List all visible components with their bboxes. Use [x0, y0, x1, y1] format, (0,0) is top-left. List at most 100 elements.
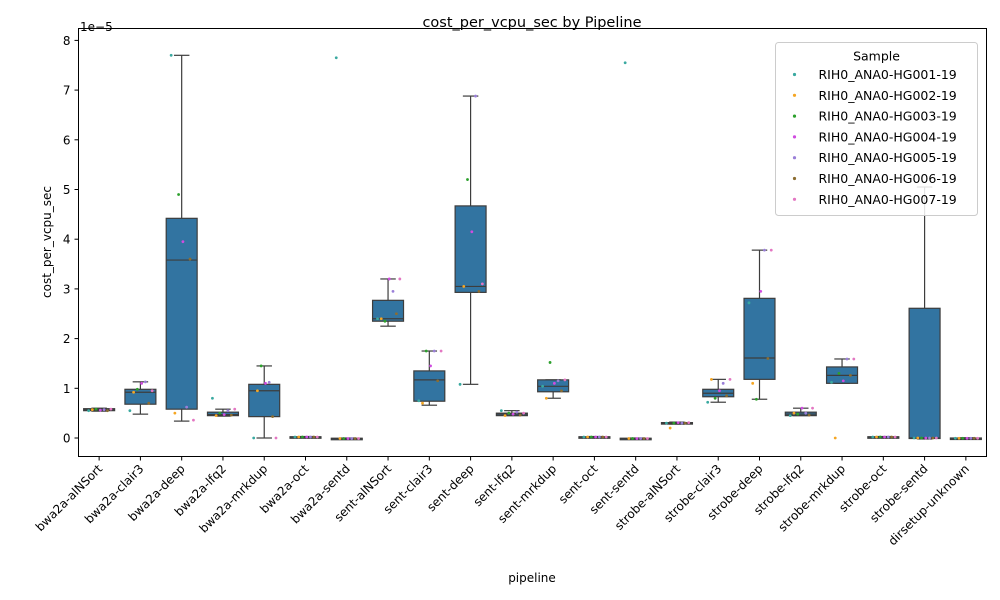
- sample-point: [969, 436, 973, 440]
- sample-point: [271, 415, 274, 419]
- sample-point: [833, 436, 837, 440]
- sample-point: [417, 399, 421, 403]
- legend-marker: [792, 135, 797, 139]
- sample-point: [706, 400, 710, 404]
- sample-point: [800, 406, 804, 410]
- sample-point: [102, 408, 106, 412]
- sample-point: [357, 437, 360, 440]
- sample-point: [886, 435, 890, 439]
- sample-point: [837, 371, 841, 375]
- sample-point: [845, 357, 849, 361]
- sample-point: [474, 94, 477, 98]
- sample-point: [132, 390, 135, 394]
- sample-point: [128, 409, 132, 413]
- box-bwa2a-deep: [165, 53, 198, 422]
- sample-point: [424, 349, 428, 353]
- y-tick-label: 6: [63, 133, 71, 147]
- sample-point: [972, 436, 976, 440]
- sample-point: [807, 413, 811, 417]
- sample-point: [439, 349, 443, 353]
- sample-point: [672, 421, 676, 425]
- y-axis-title: cost_per_vcpu_sec: [40, 186, 54, 298]
- sample-point: [192, 418, 195, 422]
- legend-entry: RIH0_ANA0-HG007-19: [819, 192, 957, 207]
- sample-point: [462, 285, 466, 288]
- sample-point: [751, 381, 755, 385]
- sample-point: [552, 381, 556, 385]
- y-axis-multiplier-label: 1e−5: [80, 20, 113, 34]
- sample-point: [957, 436, 961, 440]
- sample-point: [312, 435, 316, 439]
- sample-point: [522, 411, 526, 415]
- sample-point: [477, 289, 481, 293]
- sample-point: [961, 436, 965, 440]
- sample-point: [515, 410, 519, 414]
- sample-point: [924, 436, 928, 440]
- sample-point: [421, 401, 424, 405]
- sample-point: [334, 56, 338, 60]
- sample-point: [98, 408, 102, 412]
- sample-point: [135, 387, 139, 391]
- sample-point: [796, 412, 800, 416]
- sample-point: [747, 301, 751, 305]
- sample-point: [264, 381, 267, 385]
- x-axis-title: pipeline: [508, 571, 556, 585]
- sample-point: [106, 409, 109, 413]
- sample-point: [849, 373, 852, 377]
- sample-point: [395, 312, 398, 316]
- box-dirsetup-unknown: [949, 436, 982, 441]
- sample-point: [560, 389, 563, 393]
- sample-point: [338, 437, 342, 440]
- legend-entry: RIH0_ANA0-HG006-19: [819, 171, 957, 186]
- chart-title: cost_per_vcpu_sec by Pipeline: [422, 15, 641, 31]
- sample-point: [811, 406, 814, 410]
- sample-point: [728, 377, 732, 381]
- sample-point: [90, 408, 94, 412]
- sample-point: [718, 389, 721, 393]
- sample-point: [342, 437, 346, 440]
- sample-point: [586, 435, 589, 439]
- sample-point: [376, 317, 379, 321]
- box-sent-oct: [578, 435, 611, 439]
- sample-point: [466, 178, 469, 181]
- sample-point: [665, 421, 668, 425]
- sample-point: [177, 193, 180, 196]
- sample-point: [635, 437, 639, 440]
- sample-point: [432, 349, 436, 353]
- legend-title: Sample: [853, 49, 900, 64]
- sample-point: [252, 436, 256, 440]
- sample-point: [305, 435, 309, 439]
- sample-point: [871, 435, 875, 439]
- sample-point: [548, 361, 552, 364]
- box-iqr: [413, 370, 446, 402]
- sample-point: [140, 381, 144, 385]
- sample-point: [721, 381, 725, 385]
- legend-entry: RIH0_ANA0-HG001-19: [819, 67, 957, 82]
- sample-point: [383, 319, 387, 323]
- sample-point: [623, 61, 627, 65]
- sample-point: [518, 413, 522, 417]
- sample-point: [878, 435, 882, 439]
- legend-entry: RIH0_ANA0-HG002-19: [819, 88, 957, 103]
- sample-point: [301, 435, 304, 439]
- box-sent-clair3: [413, 349, 446, 406]
- sample-point: [297, 435, 301, 439]
- sample-point: [544, 396, 548, 400]
- legend-entry: RIH0_ANA0-HG004-19: [819, 129, 957, 144]
- sample-point: [759, 289, 763, 293]
- sample-point: [315, 435, 319, 439]
- sample-point: [953, 436, 957, 440]
- sample-point: [556, 379, 560, 383]
- y-tick-label: 4: [63, 233, 71, 247]
- box-bwa2a-lfq2: [206, 396, 240, 418]
- sample-point: [710, 377, 713, 381]
- sample-point: [928, 436, 931, 440]
- sample-point: [639, 437, 643, 440]
- sample-point: [391, 289, 395, 293]
- sample-point: [680, 421, 684, 425]
- box-iqr: [371, 299, 405, 322]
- sample-point: [503, 414, 507, 418]
- sample-point: [687, 421, 691, 424]
- sample-point: [589, 435, 593, 439]
- sample-point: [87, 409, 91, 413]
